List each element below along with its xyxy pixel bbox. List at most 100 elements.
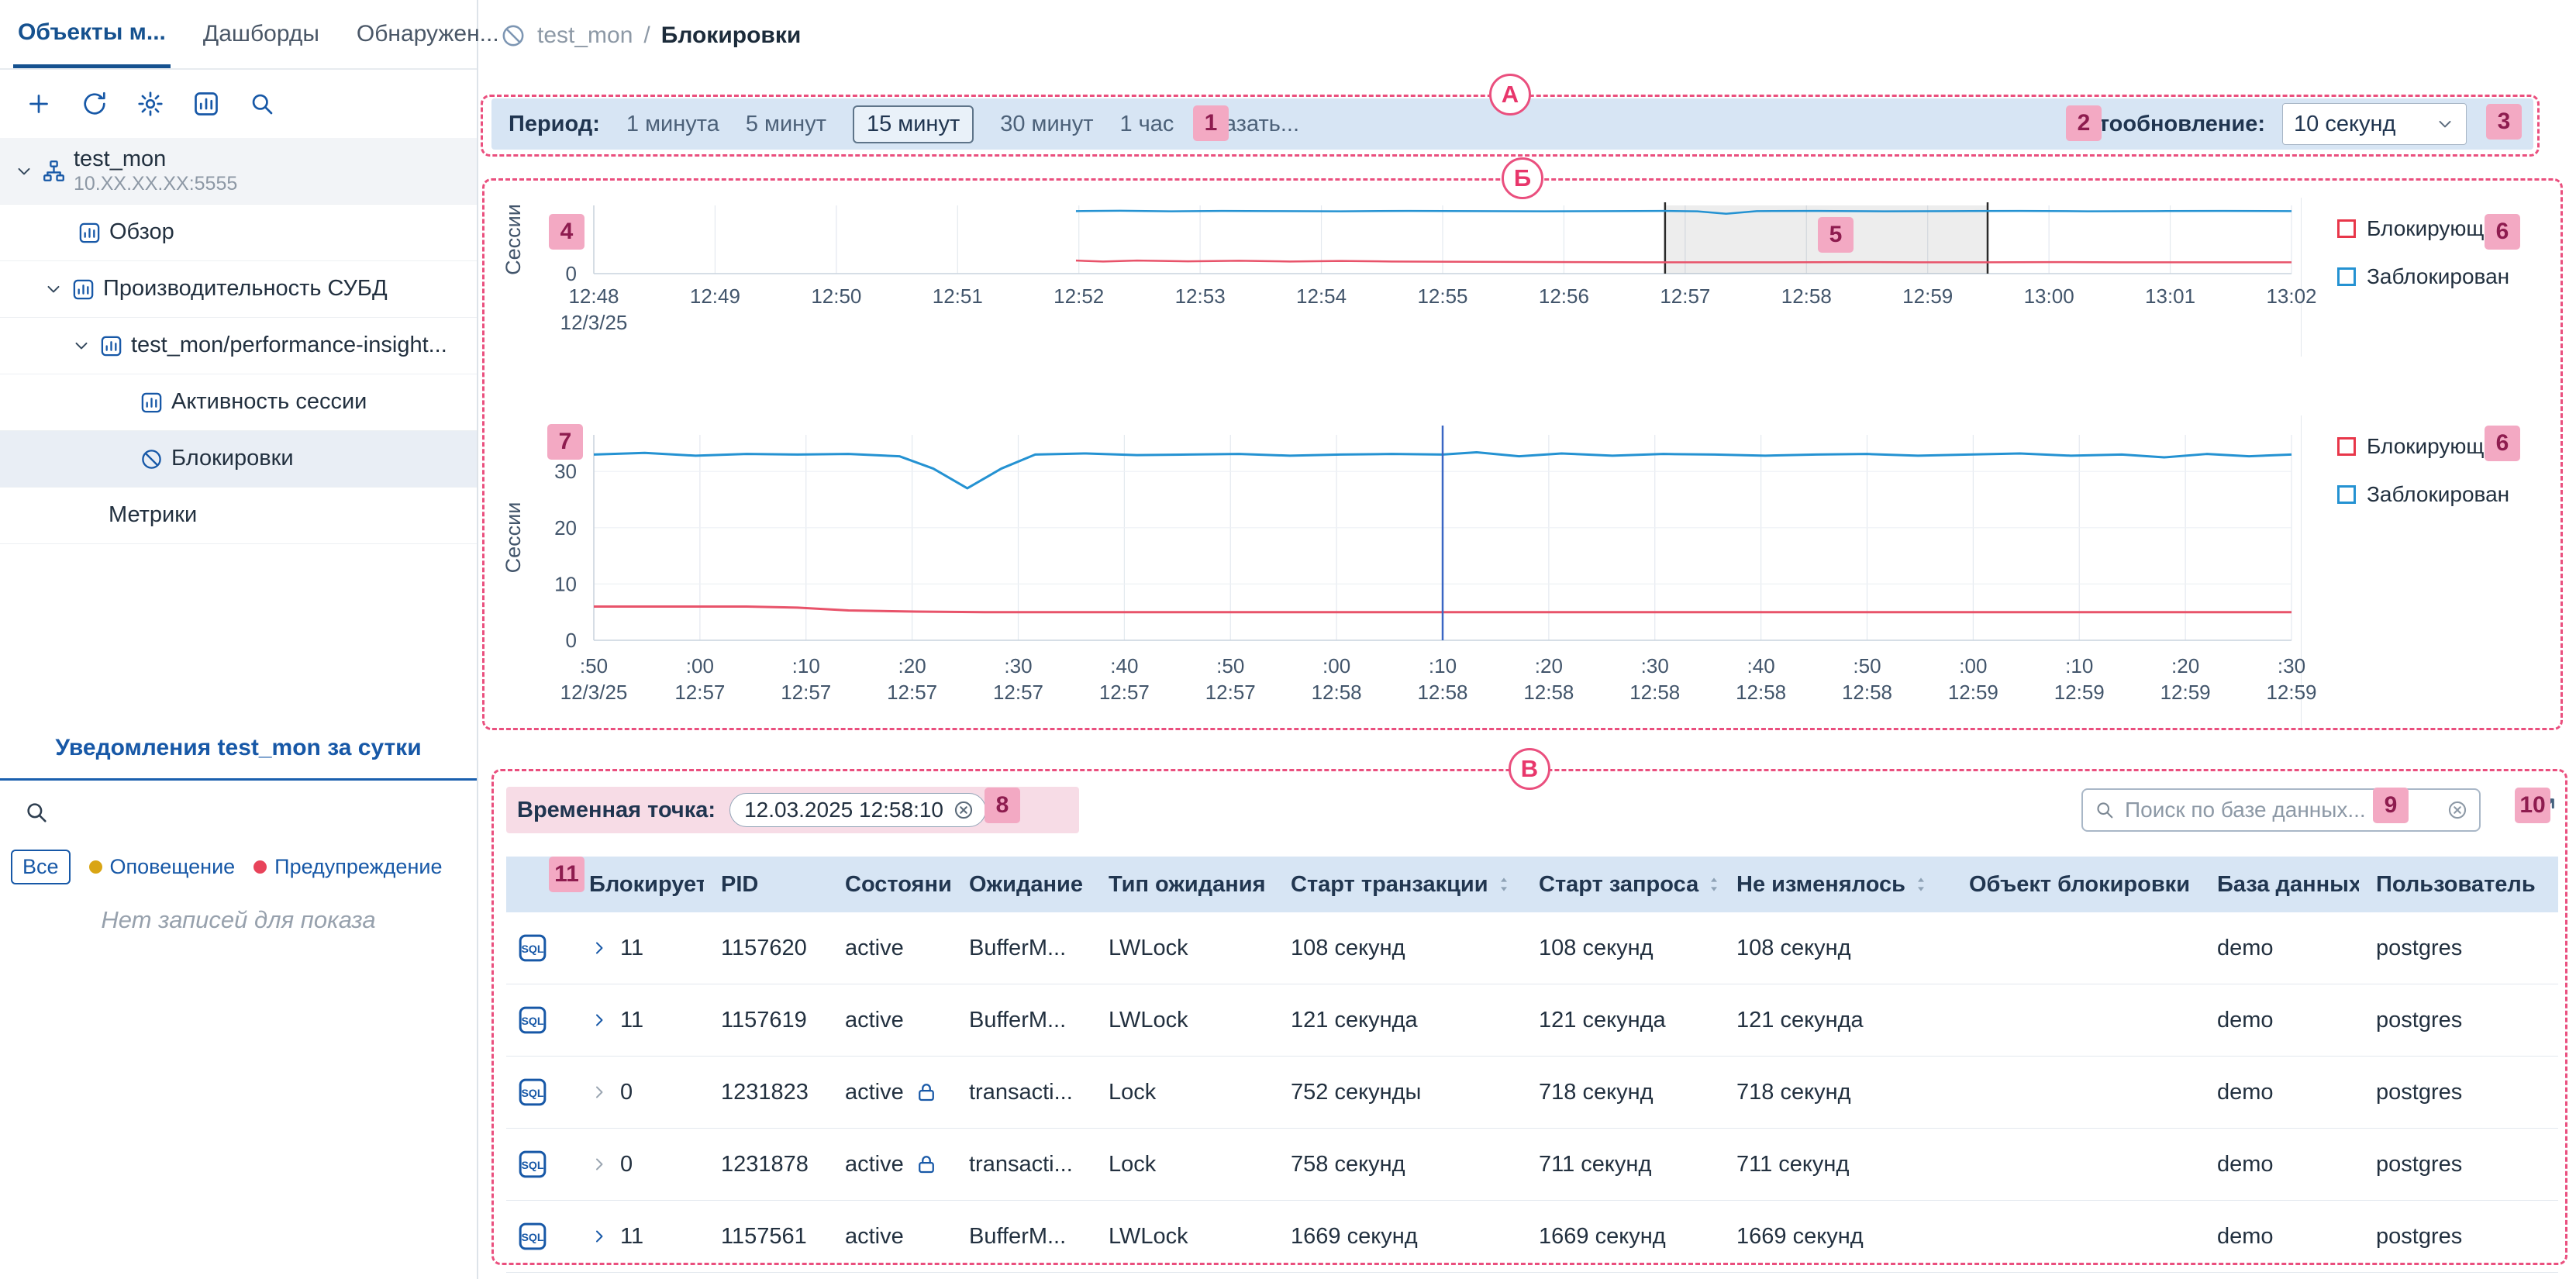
column-header-База данных[interactable]: База данных [2200, 872, 2359, 898]
tree-item-title: Метрики [109, 502, 198, 528]
sessions-chart-detail[interactable]: :50 12/3/25:00 12:57:10 12:57:20 12:57:30 12:… [493, 415, 2317, 729]
cell-value: 1669 секунд [1291, 1223, 1418, 1249]
chart-legend: Блокирующий Заблокирован [2301, 415, 2557, 729]
tree-item-6[interactable]: Метрики [0, 488, 477, 544]
column-header-Старт запроса[interactable]: Старт запроса [1522, 872, 1719, 898]
refresh-button[interactable] [2484, 108, 2516, 140]
autorefresh-select[interactable]: 10 секунд [2282, 103, 2467, 145]
svg-text:12:59: 12:59 [1902, 284, 1953, 308]
period-option-6[interactable]: Указать... [1200, 111, 1300, 136]
sort-icon[interactable] [1915, 875, 1927, 894]
expand-row-icon[interactable] [589, 1010, 609, 1030]
chart-legend: Блокирующий Заблокирован [2301, 198, 2557, 357]
cell-q_start: 1669 секунд [1522, 1224, 1719, 1250]
chevron-down-icon[interactable] [43, 279, 64, 299]
refresh-icon[interactable] [79, 88, 110, 119]
sql-query-icon[interactable]: SQL [506, 1005, 572, 1036]
sidebar-toolbar [0, 70, 477, 138]
cell-value: 718 секунд [1736, 1079, 1851, 1105]
tree-item-2[interactable]: Производительность СУБД [0, 261, 477, 318]
period-option-4[interactable]: 30 минут [1000, 111, 1094, 136]
charts-icon[interactable] [191, 88, 222, 119]
cell-value: demo [2217, 1223, 2274, 1249]
sql-query-icon[interactable]: SQL [506, 1077, 572, 1108]
page-title: Блокировки [660, 22, 802, 48]
tab-2[interactable]: Дашборды [202, 21, 319, 47]
legend-label: Заблокирован [2367, 264, 2510, 288]
sessions-chart-overview[interactable]: 12:48 12/3/25 12:49 12:50 12:51 12:52 12:53 12:… [493, 198, 2317, 357]
chevron-down-icon[interactable] [71, 336, 91, 356]
overview-chart-row: 12:48 12/3/25 12:49 12:50 12:51 12:52 12:53 12:… [493, 198, 2558, 357]
clear-timepoint-icon[interactable] [953, 799, 974, 821]
svg-text:12:59: 12:59 [2266, 681, 2316, 704]
cell-value: 1157561 [721, 1223, 807, 1249]
period-option-5[interactable]: 1 час [1119, 111, 1174, 136]
svg-text:12/3/25: 12/3/25 [560, 681, 628, 704]
selection-region[interactable] [1664, 205, 1988, 274]
svg-text::20: :20 [1535, 654, 1563, 677]
filter-all[interactable]: Все [11, 850, 71, 884]
tree-item-3[interactable]: test_mon/performance-insight... [0, 318, 477, 374]
chevron-down-icon[interactable] [14, 161, 34, 181]
expand-row-icon[interactable] [589, 1082, 609, 1102]
svg-text:12:57: 12:57 [781, 681, 831, 704]
expand-table-button[interactable] [2527, 795, 2558, 826]
column-header-Не изменялось[interactable]: Не изменялось [1719, 872, 1952, 898]
search-icon[interactable] [247, 88, 278, 119]
expand-row-icon[interactable] [589, 938, 609, 958]
filter-warning[interactable]: Оповещение [88, 855, 235, 879]
column-header-Пользователь[interactable]: Пользователь [2359, 872, 2558, 898]
column-header-Старт транзакции[interactable]: Старт транзакции [1274, 872, 1522, 898]
column-label: Пользователь [2376, 871, 2536, 897]
cell-blocks: 11 [572, 936, 704, 961]
chart-canvas[interactable]: :50 12/3/25:00 12:57:10 12:57:20 12:57:30 12:… [493, 415, 2317, 726]
sql-query-icon[interactable]: SQL [506, 1149, 572, 1180]
notifications-panel: Уведомления test_mon за сутки Все Оповеще… [0, 735, 477, 934]
legend-label: Блокирующий [2367, 216, 2509, 240]
svg-text:12:58: 12:58 [1417, 681, 1467, 704]
column-header-Ожидание[interactable]: Ожидание [952, 872, 1091, 898]
tab-1[interactable]: Объекты м... [13, 0, 171, 68]
svg-text:SQL: SQL [521, 1232, 543, 1244]
settings-icon[interactable] [135, 88, 166, 119]
tree-item-label: Производительность СУБД [103, 276, 388, 302]
sort-icon[interactable] [1498, 875, 1510, 894]
svg-text::00: :00 [1959, 654, 1987, 677]
cell-value: demo [2217, 1151, 2274, 1177]
chart-canvas[interactable]: 12:48 12/3/25 12:49 12:50 12:51 12:52 12:53 12:… [493, 198, 2317, 353]
sql-query-icon[interactable]: SQL [506, 933, 572, 964]
cell-value: LWLock [1109, 1007, 1188, 1033]
tree-item-5[interactable]: Блокировки [0, 431, 477, 488]
notifications-search-button[interactable] [0, 781, 477, 829]
tree-item-label: test_mon 10.XX.XX.XX:5555 [74, 147, 237, 195]
cell-blocks: 11 [572, 1224, 704, 1250]
search-input[interactable] [2125, 798, 2437, 822]
tree-item-0[interactable]: test_mon 10.XX.XX.XX:5555 [0, 138, 477, 205]
series-Блокирующий [1075, 259, 2292, 264]
autorefresh-value: 10 секунд [2294, 111, 2396, 136]
filter-alert[interactable]: Предупреждение [253, 855, 442, 879]
tree-item-1[interactable]: Обзор [0, 205, 477, 261]
breadcrumb-parent[interactable]: test_mon [537, 22, 633, 48]
sort-icon[interactable] [1708, 875, 1719, 894]
period-option-3[interactable]: 15 минут [852, 105, 974, 143]
period-option-1[interactable]: 1 минута [626, 111, 719, 136]
tab-3[interactable]: Обнаружен... [356, 21, 499, 47]
expand-row-icon[interactable] [589, 1154, 609, 1174]
tree-item-4[interactable]: Активность сессии [0, 374, 477, 431]
top-tabs: Объекты м... Дашборды Обнаружен... [0, 0, 499, 70]
svg-text::30: :30 [2278, 654, 2305, 677]
period-option-2[interactable]: 5 минут [745, 111, 826, 136]
add-icon[interactable] [23, 88, 54, 119]
column-header-Блокирует[interactable]: Блокирует [572, 872, 704, 898]
column-header-Тип ожидания[interactable]: Тип ожидания [1091, 872, 1274, 898]
clear-search-icon[interactable] [2447, 799, 2468, 821]
column-header-Состояние[interactable]: Состояние [828, 872, 952, 898]
column-header-Объект блокировки[interactable]: Объект блокировки [1952, 872, 2200, 898]
expand-row-icon[interactable] [589, 1226, 609, 1246]
svg-text:12:57: 12:57 [1205, 681, 1256, 704]
svg-text::00: :00 [1322, 654, 1350, 677]
sql-query-icon[interactable]: SQL [506, 1221, 572, 1252]
column-header-PID[interactable]: PID [704, 872, 828, 898]
tree-item-label: test_mon/performance-insight... [131, 333, 447, 358]
